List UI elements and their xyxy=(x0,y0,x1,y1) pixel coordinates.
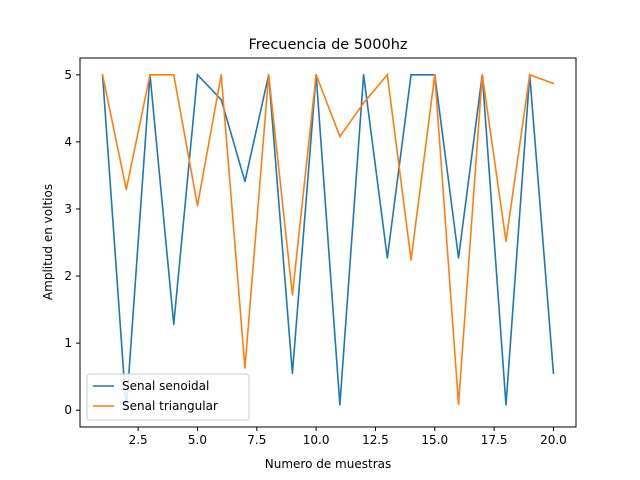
legend: Senal senoidal Senal triangular xyxy=(86,373,250,421)
series-1-point xyxy=(362,73,365,76)
series-2-point xyxy=(552,82,555,85)
series-2-point xyxy=(433,73,436,76)
x-tick-label: 17.5 xyxy=(481,433,508,447)
series-2-point xyxy=(220,73,223,76)
series-1-point xyxy=(457,257,460,259)
x-tick-label: 7.5 xyxy=(247,433,266,447)
series-line-1 xyxy=(101,72,555,411)
series-1-point xyxy=(339,404,341,406)
series-2-point xyxy=(505,240,507,242)
x-tick-label: 20.0 xyxy=(540,433,567,447)
axes-frame xyxy=(79,57,577,428)
series-1-point xyxy=(552,372,555,375)
series-1-point xyxy=(172,323,175,326)
x-tick-label: 10.0 xyxy=(303,433,330,447)
series-1-point xyxy=(244,180,246,183)
series-line-2 xyxy=(101,72,554,405)
series-2-point xyxy=(386,73,389,76)
x-axis-label: Numero de muestras xyxy=(265,457,391,471)
series-1-point xyxy=(196,73,199,76)
series-2-point xyxy=(291,294,294,296)
y-tick-label: 1 xyxy=(64,336,72,350)
legend-label-1: Senal senoidal xyxy=(122,379,209,393)
legend-box xyxy=(86,373,250,421)
series-2-point xyxy=(149,73,151,76)
chart-title: Frecuencia de 5000hz xyxy=(248,37,407,53)
series-1-point xyxy=(505,404,507,406)
series-1-point xyxy=(410,73,412,76)
series-2-point xyxy=(267,73,270,76)
plot-area xyxy=(101,72,555,412)
series-2-point xyxy=(244,367,246,369)
axes: 2.5 5.0 7.5 10.0 12.5 15.0 17.5 20.0 0 1 2 3 4 5 xyxy=(64,57,577,447)
series-2-point xyxy=(315,73,317,76)
y-tick-label: 3 xyxy=(64,202,72,216)
series-1-point xyxy=(291,372,294,375)
series-2-point xyxy=(362,102,365,104)
series-2-point xyxy=(528,73,531,76)
y-tick-label: 5 xyxy=(64,68,72,82)
x-tick-label: 12.5 xyxy=(362,433,389,447)
y-tick-label: 0 xyxy=(64,403,72,417)
series-2-point xyxy=(196,204,199,207)
series-2-point xyxy=(125,188,128,191)
series-2-point xyxy=(410,259,412,261)
series-2-point xyxy=(101,73,104,76)
y-tick-label: 4 xyxy=(64,135,72,149)
series-2-point xyxy=(481,73,484,76)
y-tick-label: 2 xyxy=(64,269,72,283)
series-2-point xyxy=(339,135,341,138)
x-tick-label: 2.5 xyxy=(129,433,148,447)
legend-label-2: Senal triangular xyxy=(122,399,218,413)
series-2-point xyxy=(457,403,460,405)
series-1-point xyxy=(220,98,223,101)
y-axis-label: Amplitud en voltios xyxy=(41,184,55,300)
x-tick-label: 15.0 xyxy=(421,433,448,447)
series-2-point xyxy=(172,73,175,76)
series-1-point xyxy=(386,257,389,259)
x-tick-label: 5.0 xyxy=(188,433,207,447)
